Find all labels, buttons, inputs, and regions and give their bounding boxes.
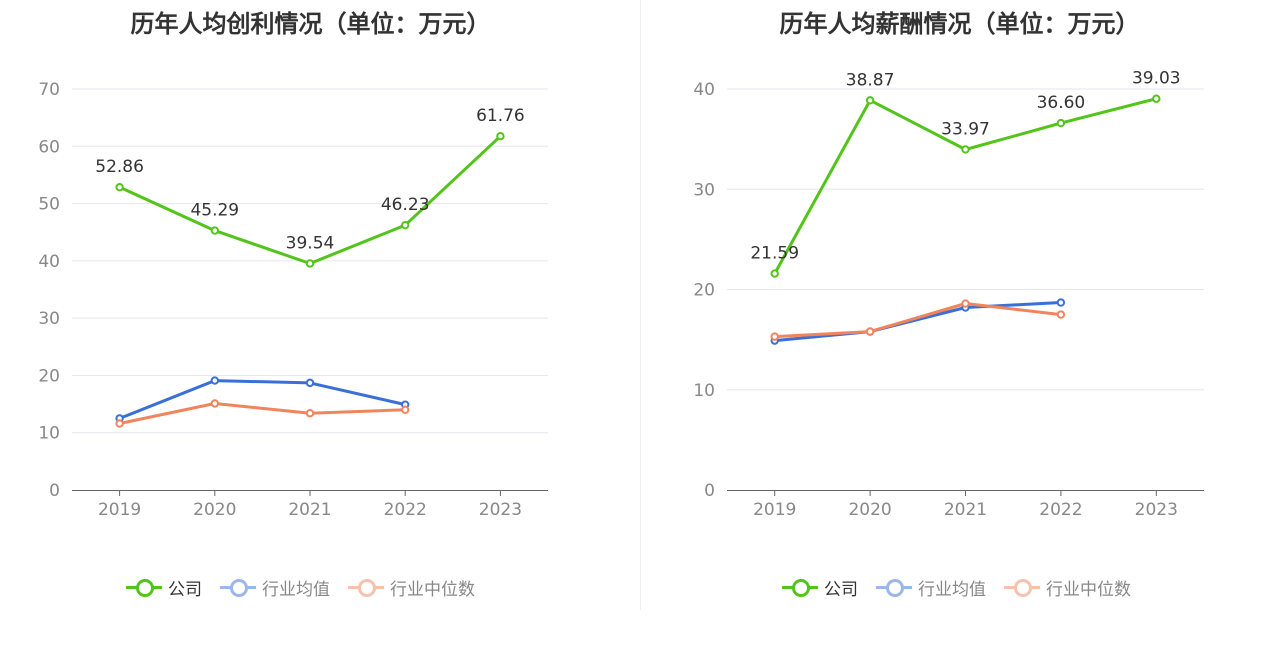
legend-label-industry-median: 行业中位数 [1046, 579, 1131, 600]
chart-panel-profit: 历年人均创利情况（单位：万元） 0 10 20 30 40 50 60 70 2019 2020 2… [0, 0, 637, 655]
data-point [1056, 310, 1066, 319]
y-tick-label: 20 [693, 281, 715, 301]
legend-item-company[interactable]: 公司 [782, 575, 858, 600]
x-tick-label: 2020 [193, 500, 236, 520]
data-point [305, 378, 315, 388]
data-label: 39.54 [286, 233, 335, 253]
legend-label-company: 公司 [168, 579, 202, 600]
data-point [401, 405, 410, 414]
data-label: 33.97 [941, 119, 990, 139]
y-tick-label: 30 [38, 309, 60, 329]
series-line [119, 379, 406, 420]
legend-label-industry-average: 行业均值 [262, 579, 330, 600]
data-point [210, 399, 220, 408]
legend-label-industry-average: 行业均值 [918, 579, 986, 600]
legend-marker-industry-average [876, 577, 912, 597]
x-tick-label: 2023 [479, 500, 522, 520]
y-tick-label: 60 [38, 137, 60, 157]
legend-marker-company [126, 577, 162, 597]
y-tick-label: 0 [704, 481, 715, 501]
data-point [865, 96, 875, 105]
legend-item-industry-average[interactable]: 行业均值 [876, 575, 986, 600]
data-label: 46.23 [381, 195, 430, 215]
chart-title-salary: 历年人均薪酬情况（单位：万元） [779, 10, 1140, 38]
series-line [774, 301, 1061, 343]
data-point [401, 220, 410, 230]
data-point [305, 259, 315, 268]
data-point [115, 182, 124, 192]
x-tick-label: 2021 [944, 500, 987, 520]
y-tick-label: 40 [38, 252, 60, 272]
y-tick-label: 10 [38, 424, 60, 444]
chart-panel-salary: 历年人均薪酬情况（单位：万元） 0 10 20 30 40 2019 2020 2021 202… [638, 0, 1275, 655]
y-tick-label: 20 [38, 366, 60, 386]
y-tick-label: 0 [49, 481, 60, 501]
data-point [1056, 298, 1066, 307]
legend-label-industry-median: 行业中位数 [390, 579, 475, 600]
data-label: 39.03 [1132, 69, 1181, 89]
legend-profit[interactable]: 公司 行业均值 行业中位数 [126, 574, 493, 600]
x-tick-label: 2022 [384, 500, 427, 520]
y-tick-label: 50 [38, 195, 60, 215]
data-label: 61.76 [476, 106, 525, 126]
data-label: 52.86 [95, 157, 144, 177]
data-label: 45.29 [190, 201, 239, 221]
legend-marker-company [782, 577, 818, 597]
x-tick-label: 2022 [1039, 500, 1082, 520]
series-line [774, 302, 1062, 339]
panel-divider [640, 0, 641, 610]
data-label: 36.60 [1037, 93, 1086, 113]
legend-salary[interactable]: 公司 行业均值 行业中位数 [782, 574, 1149, 600]
data-point [961, 299, 970, 308]
legend-marker-industry-median [348, 577, 384, 597]
legend-item-industry-average[interactable]: 行业均值 [220, 575, 330, 600]
data-point [210, 226, 220, 235]
data-point [210, 376, 220, 385]
chart-title-profit: 历年人均创利情况（单位：万元） [130, 10, 491, 38]
legend-item-industry-median[interactable]: 行业中位数 [348, 575, 475, 600]
data-label: 38.87 [846, 70, 895, 90]
x-tick-label: 2019 [98, 500, 141, 520]
data-point [496, 132, 505, 141]
y-tick-label: 30 [693, 180, 715, 200]
data-label: 21.59 [750, 244, 799, 264]
data-point [305, 409, 315, 418]
x-tick-label: 2023 [1135, 500, 1178, 520]
x-tick-label: 2021 [288, 500, 331, 520]
y-tick-label: 40 [693, 80, 715, 100]
legend-marker-industry-average [220, 577, 256, 597]
x-tick-label: 2020 [848, 500, 891, 520]
data-point [770, 332, 779, 341]
data-point [961, 145, 970, 154]
line-chart-profit: 0 10 20 30 40 50 60 70 2019 2020 2021 2022 2023 52.86… [38, 80, 548, 520]
data-point [115, 419, 124, 428]
series-line [119, 402, 406, 425]
y-tick-label: 10 [693, 381, 715, 401]
legend-label-company: 公司 [824, 579, 858, 600]
x-tick-label: 2019 [753, 500, 796, 520]
data-point [865, 327, 875, 336]
line-chart-salary: 0 10 20 30 40 2019 2020 2021 2022 2023 21.59 38.87 3… [693, 69, 1204, 520]
data-point [770, 269, 779, 278]
data-point [1056, 118, 1066, 128]
data-point [1152, 94, 1161, 103]
legend-item-industry-median[interactable]: 行业中位数 [1004, 575, 1131, 600]
legend-item-company[interactable]: 公司 [126, 575, 202, 600]
legend-marker-industry-median [1004, 577, 1040, 597]
y-tick-label: 70 [38, 80, 60, 100]
